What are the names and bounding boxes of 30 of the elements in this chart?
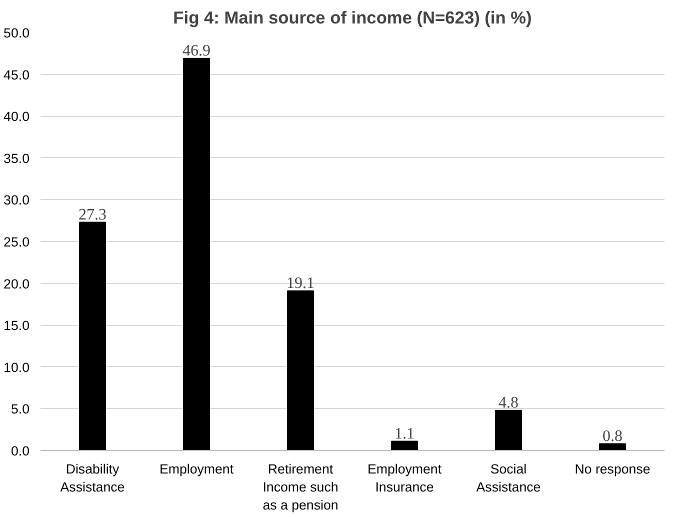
y-tick-label: 35.0 xyxy=(4,150,30,166)
y-tick-label: 30.0 xyxy=(4,192,30,208)
data-label: 19.1 xyxy=(286,274,314,292)
bar xyxy=(599,443,626,450)
y-tick-label: 20.0 xyxy=(4,276,30,292)
bar xyxy=(391,440,418,450)
bar xyxy=(183,58,210,450)
y-tick-label: 50.0 xyxy=(4,26,30,40)
data-label: 0.8 xyxy=(602,428,622,445)
x-tick-label: Retirement Income such as a pension xyxy=(262,462,338,512)
chart-title: Fig 4: Main source of income (N=623) (in %) xyxy=(173,8,532,28)
data-label: 1.1 xyxy=(394,425,414,442)
y-tick-label: 0.0 xyxy=(10,444,30,458)
x-tick-label: Employment Insurance xyxy=(367,462,442,494)
bar xyxy=(79,222,106,450)
y-tick-label: 45.0 xyxy=(4,67,30,82)
bar xyxy=(495,410,522,450)
y-tick-label: 10.0 xyxy=(4,360,30,375)
data-label: 27.3 xyxy=(78,206,106,224)
data-label: 4.8 xyxy=(498,394,518,412)
x-tick-label: No response xyxy=(574,462,650,476)
data-label: 46.9 xyxy=(182,42,210,60)
y-tick-label: 15.0 xyxy=(4,318,30,334)
y-tick-label: 25.0 xyxy=(4,234,30,250)
y-tick-label: 40.0 xyxy=(4,109,30,124)
bar xyxy=(287,290,314,450)
x-tick-label: Disability Assistance xyxy=(60,462,125,494)
x-tick-label: Employment xyxy=(159,462,234,476)
y-tick-label: 5.0 xyxy=(10,402,30,417)
x-tick-label: Social Assistance xyxy=(476,462,541,494)
